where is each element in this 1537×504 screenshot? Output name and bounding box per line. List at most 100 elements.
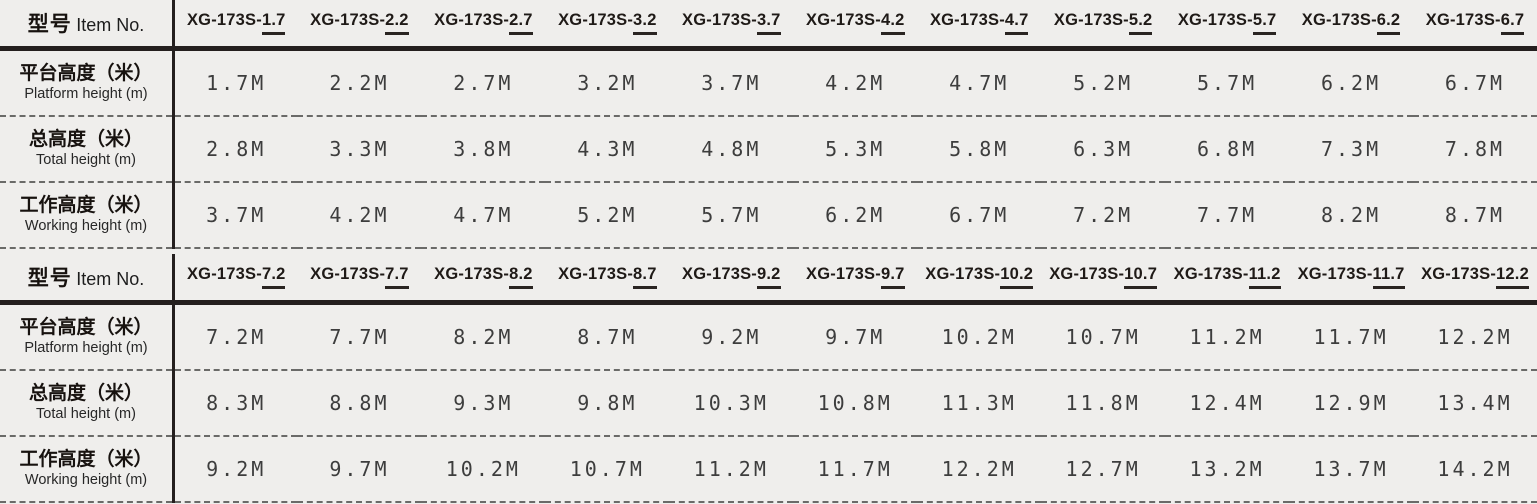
item-no-suffix: 10.7 xyxy=(1124,266,1158,289)
item-no-header: XG-173S-7.2 xyxy=(173,254,298,305)
value-cell: 4.2M xyxy=(297,182,422,249)
item-no-suffix: 8.2 xyxy=(509,266,533,289)
item-no-suffix: 9.2 xyxy=(757,266,781,289)
item-no-suffix: 2.7 xyxy=(509,12,533,35)
item-no-prefix: XG-173S- xyxy=(1053,11,1129,30)
item-no-prefix: XG-173S- xyxy=(310,11,386,30)
item-no-header: XG-173S-2.2 xyxy=(297,0,422,51)
item-no-header: XG-173S-4.2 xyxy=(793,0,918,51)
item-no-header: XG-173S-4.7 xyxy=(917,0,1042,51)
value-cell: 13.7M xyxy=(1289,436,1414,503)
value-cell: 11.8M xyxy=(1041,370,1166,437)
spec-row: 工作高度（米） Working height (m) 9.2M 9.7M 10.2M 10… xyxy=(0,436,1537,503)
spec-table-lower: 型号 Item No. XG-173S-7.2 XG-173S-7.7 XG-173S… xyxy=(0,254,1537,503)
spec-row: 工作高度（米） Working height (m) 3.7M 4.2M 4.7M 5.2… xyxy=(0,182,1537,249)
value-cell: 12.2M xyxy=(917,436,1042,503)
row-label-en: Working height (m) xyxy=(24,218,148,235)
value-cell: 5.8M xyxy=(917,116,1042,183)
row-label: 平台高度（米） Platform height (m) xyxy=(0,48,175,117)
item-no-prefix: XG-173S- xyxy=(434,265,510,284)
item-no-header: XG-173S-11.7 xyxy=(1289,254,1414,305)
value-cell: 2.8M xyxy=(173,116,298,183)
value-cell: 4.7M xyxy=(917,48,1042,117)
item-no-prefix: XG-173S- xyxy=(1297,265,1373,284)
item-no-suffix: 5.2 xyxy=(1128,12,1153,35)
item-no-label-cn: 型号 xyxy=(27,13,72,36)
value-cell: 5.3M xyxy=(793,116,918,183)
value-cell: 4.7M xyxy=(421,182,546,249)
item-no-prefix: XG-173S- xyxy=(310,265,386,284)
item-no-header: XG-173S-6.2 xyxy=(1289,0,1414,51)
item-no-prefix: XG-173S- xyxy=(1177,11,1253,30)
item-no-suffix: 1.7 xyxy=(261,12,286,35)
value-cell: 8.2M xyxy=(421,302,546,371)
item-no-prefix: XG-173S- xyxy=(1301,11,1377,30)
item-no-header: XG-173S-9.7 xyxy=(793,254,918,305)
row-label-en: Total height (m) xyxy=(36,406,136,423)
spec-table-upper: 型号 Item No. XG-173S-1.7 XG-173S-2.2 XG-173S… xyxy=(0,0,1537,249)
value-cell: 13.4M xyxy=(1413,370,1537,437)
value-cell: 10.7M xyxy=(545,436,670,503)
item-no-prefix: XG-173S- xyxy=(929,11,1005,30)
value-cell: 5.2M xyxy=(545,182,670,249)
item-no-header: XG-173S-7.7 xyxy=(297,254,422,305)
item-no-prefix: XG-173S- xyxy=(186,11,262,30)
value-cell: 9.2M xyxy=(669,302,794,371)
item-no-prefix: XG-173S- xyxy=(805,265,881,284)
value-cell: 12.4M xyxy=(1165,370,1290,437)
row-label-cn: 总高度（米） xyxy=(28,382,143,404)
item-no-prefix: XG-173S- xyxy=(925,265,1001,284)
item-no-suffix: 2.2 xyxy=(385,12,409,35)
value-cell: 9.3M xyxy=(421,370,546,437)
item-no-prefix: XG-173S- xyxy=(1049,265,1125,284)
value-cell: 8.8M xyxy=(297,370,422,437)
value-cell: 11.3M xyxy=(917,370,1042,437)
item-no-suffix: 4.2 xyxy=(880,12,905,35)
value-cell: 1.7M xyxy=(173,48,298,117)
item-no-suffix: 10.2 xyxy=(1000,266,1034,289)
value-cell: 8.7M xyxy=(545,302,670,371)
item-no-suffix: 8.7 xyxy=(633,266,657,289)
row-label: 总高度（米） Total height (m) xyxy=(0,370,175,437)
row-label-en: Platform height (m) xyxy=(24,340,148,357)
value-cell: 5.2M xyxy=(1041,48,1166,117)
value-cell: 11.7M xyxy=(1289,302,1414,371)
row-label: 工作高度（米） Working height (m) xyxy=(0,182,175,249)
value-cell: 12.9M xyxy=(1289,370,1414,437)
item-no-suffix: 6.7 xyxy=(1500,12,1525,35)
item-no-suffix: 7.2 xyxy=(261,266,286,289)
item-no-header: XG-173S-11.2 xyxy=(1165,254,1290,305)
value-cell: 7.3M xyxy=(1289,116,1414,183)
item-no-suffix: 6.2 xyxy=(1376,12,1401,35)
row-label-en: Total height (m) xyxy=(36,152,136,169)
value-cell: 8.7M xyxy=(1413,182,1537,249)
value-cell: 8.3M xyxy=(173,370,298,437)
row-label-cn: 总高度（米） xyxy=(28,128,143,150)
value-cell: 3.8M xyxy=(421,116,546,183)
value-cell: 3.3M xyxy=(297,116,422,183)
value-cell: 4.8M xyxy=(669,116,794,183)
item-no-label-en: Item No. xyxy=(76,15,145,35)
item-no-header: XG-173S-3.7 xyxy=(669,0,794,51)
value-cell: 7.7M xyxy=(297,302,422,371)
item-no-suffix: 12.2 xyxy=(1496,266,1529,289)
item-no-prefix: XG-173S- xyxy=(805,11,881,30)
value-cell: 2.2M xyxy=(297,48,422,117)
value-cell: 6.3M xyxy=(1041,116,1166,183)
row-label-cn: 工作高度（米） xyxy=(19,448,153,470)
spec-row: 平台高度（米） Platform height (m) 7.2M 7.7M 8.2M 8.… xyxy=(0,302,1537,371)
value-cell: 13.2M xyxy=(1165,436,1290,503)
item-no-prefix: XG-173S- xyxy=(434,11,510,30)
item-no-suffix: 4.7 xyxy=(1004,12,1029,35)
item-no-prefix: XG-173S- xyxy=(1421,265,1497,284)
row-label-cn: 工作高度（米） xyxy=(19,194,153,216)
value-cell: 7.2M xyxy=(173,302,298,371)
value-cell: 12.7M xyxy=(1041,436,1166,503)
row-label: 总高度（米） Total height (m) xyxy=(0,116,175,183)
item-no-label-cn: 型号 xyxy=(27,267,72,290)
item-no-prefix: XG-173S- xyxy=(682,11,757,30)
item-no-header: XG-173S-3.2 xyxy=(545,0,670,51)
value-cell: 4.2M xyxy=(793,48,918,117)
value-cell: 3.7M xyxy=(669,48,794,117)
